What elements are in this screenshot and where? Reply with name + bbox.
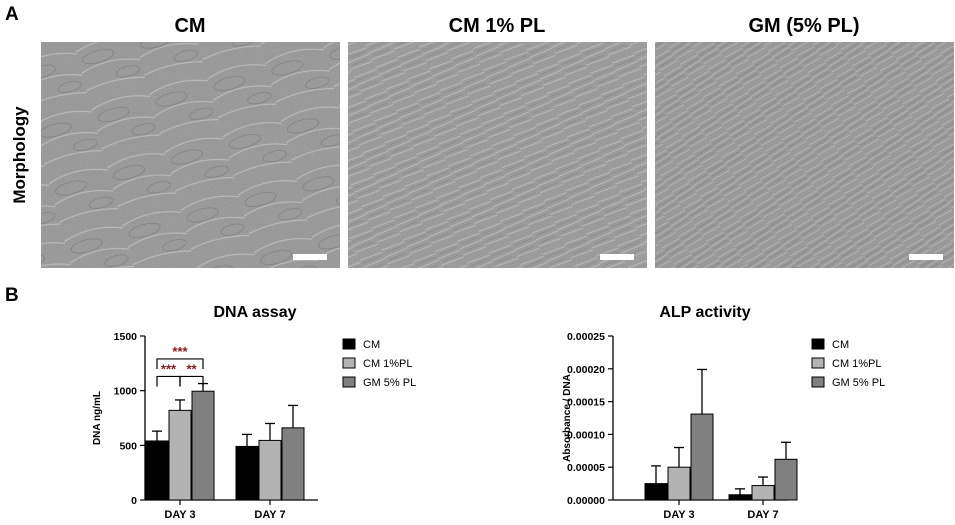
significance-bracket [156, 375, 181, 387]
micrograph-cm-1pl [348, 42, 647, 268]
significance-label: *** [172, 344, 188, 359]
column-title-gm-5pl: GM (5% PL) [748, 15, 859, 37]
bar-cm-1-pl-day-3 [168, 409, 192, 501]
bar-gm-5-pl-day-3 [191, 390, 215, 501]
micrograph-gm-5pl [655, 42, 954, 268]
legend-label: CM 1%PL [832, 358, 882, 370]
legend-label: CM 1%PL [363, 358, 413, 370]
y-tick-label: 0.00005 [567, 462, 605, 474]
bar-gm-5-pl-day-7 [281, 427, 305, 501]
chart-title: ALP activity [659, 304, 750, 321]
y-tick-label: 0.00010 [567, 429, 605, 441]
y-tick-label: 1000 [114, 386, 138, 398]
column-title-cm: CM [174, 15, 205, 37]
panel-b-label: B [5, 285, 19, 306]
legend-swatch [342, 338, 356, 350]
x-tick-label: DAY 7 [747, 509, 778, 520]
legend-label: GM 5% PL [832, 377, 885, 389]
micrograph-cm [41, 42, 340, 268]
y-tick-label: 1500 [114, 331, 138, 343]
legend-swatch [811, 376, 825, 388]
chart-title: DNA assay [213, 304, 296, 321]
bar-cm-day-3 [644, 483, 668, 501]
bar-cm-1-pl-day-3 [667, 466, 691, 501]
legend-swatch [811, 338, 825, 350]
x-tick-label: DAY 3 [663, 509, 694, 520]
dna-assay-chart: DNA assay DNA ng/mL 0 500 1000 1500 DAY 3 DAY 7… [92, 304, 416, 521]
scale-bar [293, 254, 327, 260]
significance-bracket [179, 375, 204, 387]
y-tick-label: 500 [119, 440, 137, 452]
bar-cm-day-3 [145, 440, 169, 501]
alp-activity-chart: ALP activity Absorbance / DNA 0.00000 0.000… [562, 304, 885, 521]
y-axis-label: Absorbance / DNA [562, 374, 573, 462]
scale-bar [600, 254, 634, 260]
bar-cm-day-7 [235, 445, 259, 501]
legend-label: CM [363, 339, 380, 351]
legend-label: CM [832, 339, 849, 351]
legend-swatch [811, 357, 825, 369]
row-label-morphology: Morphology [10, 106, 29, 204]
bar-gm-5-pl-day-7 [774, 458, 798, 501]
column-title-cm-1pl: CM 1% PL [449, 15, 546, 37]
bar-cm-1-pl-day-7 [751, 485, 775, 501]
significance-label: *** [161, 361, 177, 376]
y-tick-label: 0 [131, 495, 137, 507]
y-axis-label: DNA ng/mL [92, 391, 103, 445]
bar-gm-5-pl-day-3 [690, 413, 714, 501]
legend-swatch [342, 357, 356, 369]
legend-swatch [342, 376, 356, 388]
x-tick-label: DAY 3 [164, 509, 195, 520]
legend-label: GM 5% PL [363, 377, 416, 389]
y-tick-label: 0.00000 [567, 495, 605, 507]
significance-label: ** [186, 361, 197, 376]
scale-bar [909, 254, 943, 260]
panel-a-label: A [5, 4, 19, 25]
bar-cm-1-pl-day-7 [258, 439, 282, 501]
bar-cm-day-7 [728, 494, 752, 501]
significance-bracket [156, 358, 204, 369]
y-tick-label: 0.00020 [567, 364, 605, 376]
y-tick-label: 0.00015 [567, 397, 605, 409]
y-tick-label: 0.00025 [567, 331, 605, 343]
x-tick-label: DAY 7 [254, 509, 285, 520]
